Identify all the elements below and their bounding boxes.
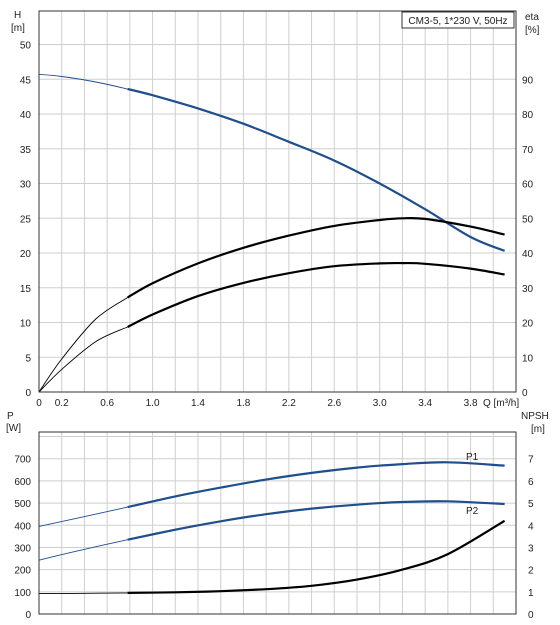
right-axis-unit-eta: [%] [525,25,540,36]
bottom-chart-frame [38,431,517,615]
x-tick-label: 1.0 [146,398,160,409]
y-tick-label-right: 90 [522,75,534,86]
y-tick-label-left: 10 [20,319,32,330]
right-axis-unit-npsh: [m] [531,424,545,435]
efficiency-curve-1-thin [38,297,128,393]
y-tick-label-right: 2 [528,566,534,577]
left-axis-unit-h: [m] [11,23,25,34]
y-tick-label-right: 1 [528,588,534,599]
left-axis-unit-p: [W] [6,423,21,434]
y-tick-label-right: 7 [528,455,534,466]
y-tick-label-right: 5 [528,499,534,510]
y-tick-label-right: 4 [528,521,534,532]
x-tick-label: 3.8 [464,398,478,409]
y-tick-label-left: 100 [14,588,31,599]
power-curve-p2-thin [38,539,128,561]
y-tick-label-left: 35 [20,145,32,156]
head-curve-thick [127,87,506,252]
power-curve-p1-thin [38,506,128,527]
left-axis-label-h: H [14,10,21,21]
y-tick-label-right: 40 [522,249,534,260]
y-tick-label-left: 40 [20,110,32,121]
y-tick-label-left: 600 [14,477,31,488]
y-tick-label-right: 50 [522,214,534,225]
y-tick-label-right: 80 [522,110,534,121]
x-tick-label: 0 [36,398,42,409]
x-tick-label: 1.4 [191,398,205,409]
head-curve-thin [38,73,128,90]
y-tick-label-left: 50 [20,41,32,52]
bottom-chart-series [38,461,506,594]
chart-title: CM3-5, 1*230 V, 50Hz [408,16,507,27]
y-tick-label-right: 0 [528,610,534,621]
power-curve-p2-thick [127,500,505,541]
chart-title-box [401,11,515,29]
x-tick-label: 0.6 [100,398,114,409]
y-tick-label-right: 70 [522,145,534,156]
x-tick-label: 1.8 [236,398,250,409]
x-tick-label: 2.2 [282,398,296,409]
npsh-curve-thick [127,519,506,594]
efficiency-curve-2-thin [38,326,128,393]
top-chart-series [38,73,506,393]
bottom-chart-grid [39,432,516,614]
right-axis-label-eta: eta [525,12,539,23]
npsh-curve-thin [39,592,128,594]
x-tick-label: 2.6 [327,398,341,409]
power-curve-p1-thick [127,461,505,509]
y-tick-label-left: 30 [20,180,32,191]
left-axis-label-p: P [7,411,14,422]
y-tick-label-right: 6 [528,477,534,488]
y-tick-label-left: 0 [25,388,31,399]
y-tick-label-left: 500 [14,499,31,510]
y-tick-label-left: 20 [20,249,32,260]
y-tick-label-left: 5 [25,353,31,364]
y-tick-label-left: 300 [14,543,31,554]
y-tick-label-left: 45 [20,75,32,86]
x-axis-label: Q [m³/h] [483,398,519,409]
right-axis-label-npsh: NPSH [521,411,549,422]
y-tick-label-right: 20 [522,319,534,330]
y-tick-label-right: 30 [522,284,534,295]
x-tick-label: 3.4 [418,398,432,409]
efficiency-curve-2-thick [127,261,505,328]
y-tick-label-left: 200 [14,566,31,577]
series-label-p1: P1 [466,452,479,463]
y-tick-label-left: 400 [14,521,31,532]
axis-tick-labels: 0 0.2 0.6 1.0 1.4 1.8 2.2 2.6 3.0 3.4 3.8051015202… [14,41,534,622]
y-tick-label-right: 3 [528,543,534,554]
x-tick-label: 0.2 [55,398,69,409]
series-label-p2: P2 [466,506,479,517]
y-tick-label-left: 15 [20,284,32,295]
y-tick-label-left: 25 [20,214,32,225]
efficiency-curve-1-thick [127,216,505,299]
top-chart-grid [39,11,516,392]
y-tick-label-left: 0 [25,610,31,621]
top-chart-frame [38,10,517,393]
y-tick-label-right: 60 [522,180,534,191]
y-tick-label-right: 0 [522,388,528,399]
y-tick-label-left: 700 [14,455,31,466]
x-tick-label: 3.0 [373,398,387,409]
y-tick-label-right: 10 [522,353,534,364]
